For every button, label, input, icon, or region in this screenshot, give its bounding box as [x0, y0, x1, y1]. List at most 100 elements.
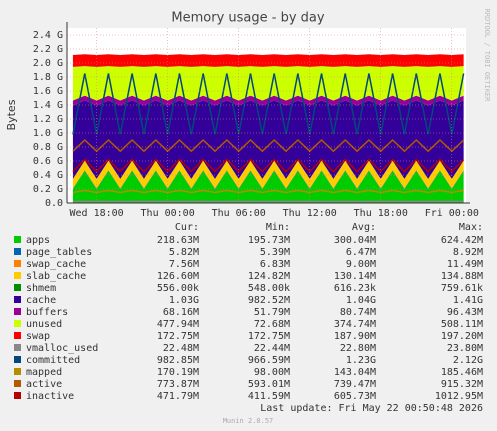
- legend-value: 1.41G: [453, 295, 483, 306]
- legend-value: 915.32M: [441, 379, 483, 390]
- x-tick-label: Thu 00:00: [141, 208, 195, 219]
- legend-value: 773.87M: [157, 379, 199, 390]
- legend-swatch: [14, 356, 21, 363]
- legend-value: 8.92M: [453, 247, 483, 258]
- legend-swatch: [14, 248, 21, 255]
- legend-value: 616.23k: [334, 283, 376, 294]
- chart-title: Memory usage - by day: [171, 11, 324, 26]
- legend-label: buffers: [26, 307, 68, 318]
- legend-label: page_tables: [26, 247, 92, 258]
- legend-value: 23.80M: [447, 343, 483, 354]
- x-tick-label: Wed 18:00: [70, 208, 124, 219]
- legend-swatch: [14, 344, 21, 351]
- legend-value: 7.56M: [169, 259, 199, 270]
- legend-value: 172.75M: [157, 331, 199, 342]
- area: [72, 170, 464, 203]
- legend-value: 556.00k: [157, 283, 199, 294]
- legend-label: inactive: [26, 391, 74, 402]
- legend-value: 982.52M: [248, 295, 290, 306]
- legend-value: 124.82M: [248, 271, 290, 282]
- footer: Munin 2.0.57: [223, 417, 274, 425]
- legend-value: 9.00M: [346, 259, 376, 270]
- line: [72, 189, 464, 194]
- legend-label: cache: [26, 295, 56, 306]
- legend-label: committed: [26, 355, 80, 366]
- legend-value: 548.00k: [248, 283, 290, 294]
- legend-swatch: [14, 368, 21, 375]
- legend-value: 170.19M: [157, 367, 199, 378]
- y-tick-label: 1.2 G: [33, 114, 63, 125]
- legend-value: 195.73M: [248, 235, 290, 246]
- legend-value: 5.39M: [260, 247, 290, 258]
- legend-value: 6.47M: [346, 247, 376, 258]
- legend-value: 187.90M: [334, 331, 376, 342]
- legend-label: active: [26, 379, 62, 390]
- legend-value: 759.61k: [441, 283, 483, 294]
- y-tick-label: 0.8 G: [33, 142, 63, 153]
- legend-value: 300.04M: [334, 235, 376, 246]
- last-update: Last update: Fri May 22 00:50:48 2026: [260, 403, 483, 414]
- legend-value: 1.03G: [169, 295, 199, 306]
- legend-value: 11.49M: [447, 259, 483, 270]
- legend-value: 51.79M: [254, 307, 290, 318]
- legend-value: 22.48M: [163, 343, 199, 354]
- legend-swatch: [14, 260, 21, 267]
- legend-label: swap: [26, 331, 50, 342]
- legend-swatch: [14, 284, 21, 291]
- legend-value: 185.46M: [441, 367, 483, 378]
- legend-value: 739.47M: [334, 379, 376, 390]
- legend-value: 471.79M: [157, 391, 199, 402]
- legend-header: Max:: [459, 222, 483, 233]
- legend-label: unused: [26, 319, 62, 330]
- legend-value: 130.14M: [334, 271, 376, 282]
- legend-value: 218.63M: [157, 235, 199, 246]
- legend-value: 374.74M: [334, 319, 376, 330]
- y-tick-label: 1.6 G: [33, 86, 63, 97]
- area: [72, 169, 464, 189]
- area: [72, 54, 464, 67]
- legend-value: 477.94M: [157, 319, 199, 330]
- x-tick-label: Thu 18:00: [354, 208, 408, 219]
- legend-value: 197.20M: [441, 331, 483, 342]
- legend-value: 508.11M: [441, 319, 483, 330]
- legend-value: 22.44M: [254, 343, 290, 354]
- legend-swatch: [14, 236, 21, 243]
- y-tick-label: 0.0: [45, 198, 63, 209]
- legend-value: 624.42M: [441, 235, 483, 246]
- legend-value: 96.43M: [447, 307, 483, 318]
- legend-header: Avg:: [352, 222, 376, 233]
- legend-swatch: [14, 392, 21, 399]
- y-tick-label: 1.0 G: [33, 128, 63, 139]
- legend-swatch: [14, 272, 21, 279]
- legend-label: mapped: [26, 367, 62, 378]
- legend-value: 5.82M: [169, 247, 199, 258]
- legend-value: 98.00M: [254, 367, 290, 378]
- legend-value: 172.75M: [248, 331, 290, 342]
- legend-value: 1.04G: [346, 295, 376, 306]
- legend-value: 126.60M: [157, 271, 199, 282]
- legend-value: 68.16M: [163, 307, 199, 318]
- legend-value: 593.01M: [248, 379, 290, 390]
- y-tick-label: 2.4 G: [33, 30, 63, 41]
- y-tick-label: 2.0 G: [33, 58, 63, 69]
- legend-value: 134.88M: [441, 271, 483, 282]
- legend-value: 143.04M: [334, 367, 376, 378]
- legend-value: 1012.95M: [435, 391, 483, 402]
- legend-value: 6.83M: [260, 259, 290, 270]
- legend-swatch: [14, 308, 21, 315]
- y-axis-title: Bytes: [5, 99, 18, 130]
- legend-value: 605.73M: [334, 391, 376, 402]
- watermark: RRDTOOL / TOBI OETIKER: [483, 9, 491, 103]
- legend-swatch: [14, 332, 21, 339]
- legend-value: 1.23G: [346, 355, 376, 366]
- legend-value: 80.74M: [340, 307, 376, 318]
- legend-label: slab_cache: [26, 271, 86, 282]
- area: [72, 160, 464, 189]
- legend-header: Min:: [266, 222, 290, 233]
- y-tick-label: 2.2 G: [33, 44, 63, 55]
- legend-swatch: [14, 296, 21, 303]
- line: [72, 73, 465, 135]
- line: [72, 158, 465, 173]
- line: [72, 138, 465, 153]
